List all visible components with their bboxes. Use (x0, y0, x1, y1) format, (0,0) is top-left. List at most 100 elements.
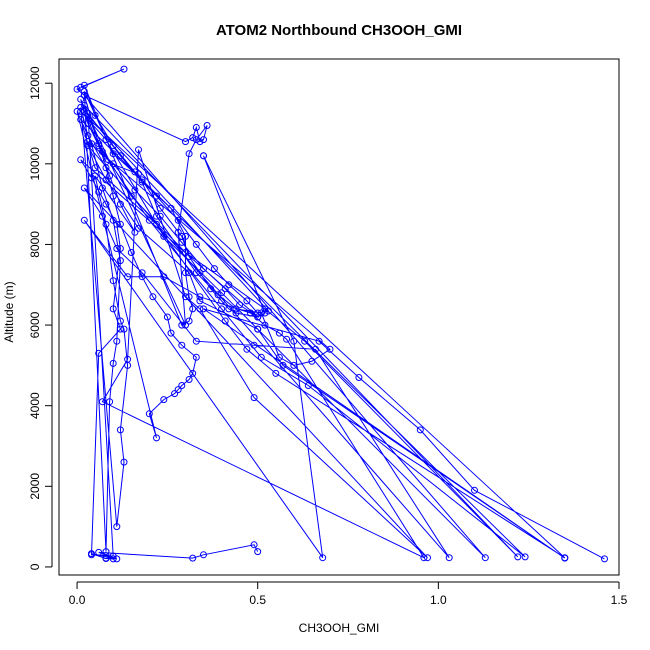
data-point (203, 122, 211, 129)
data-point (185, 376, 193, 383)
data-point (145, 216, 153, 224)
data-point (138, 176, 146, 184)
data-point (196, 293, 204, 301)
data-point (113, 245, 121, 252)
data-point (221, 317, 229, 325)
data-point (185, 317, 193, 325)
data-point (290, 337, 298, 345)
data-point (98, 184, 106, 192)
data-point (312, 345, 319, 353)
data-point (102, 158, 110, 166)
data-point (189, 554, 197, 562)
data-point (192, 240, 200, 248)
data-point (156, 212, 164, 220)
x-tick-label: 0.5 (249, 593, 266, 607)
y-tick-label: 4000 (28, 392, 42, 419)
data-point (138, 273, 146, 281)
data-point (196, 297, 204, 305)
data-point (261, 321, 269, 329)
data-point (200, 152, 207, 160)
data-point (561, 554, 569, 562)
data-point (84, 120, 92, 127)
data-point (106, 172, 114, 180)
data-point (116, 200, 124, 208)
data-point (192, 337, 200, 345)
data-point (77, 83, 85, 91)
data-point (601, 555, 608, 563)
data-point (189, 305, 197, 313)
data-point (84, 109, 92, 117)
data-point (254, 309, 262, 317)
data-point (113, 220, 121, 228)
data-point (254, 548, 262, 556)
data-point (167, 329, 175, 337)
series-group (73, 65, 608, 563)
data-point (481, 554, 489, 562)
data-point (279, 361, 287, 369)
data-point (185, 269, 193, 277)
data-point (95, 349, 103, 357)
data-point (77, 103, 85, 111)
data-point (135, 224, 142, 232)
data-point (102, 136, 110, 144)
data-point (113, 523, 121, 531)
data-point (116, 426, 124, 434)
data-point (80, 81, 88, 89)
data-point (88, 140, 95, 148)
data-point (120, 458, 128, 466)
data-point (135, 146, 142, 154)
data-point (95, 140, 103, 148)
data-point (185, 293, 193, 301)
data-point (77, 156, 85, 164)
data-point (326, 345, 334, 353)
series-line (76, 68, 605, 560)
data-point (113, 337, 121, 345)
x-tick-label: 1.0 (430, 593, 447, 607)
data-point (149, 293, 157, 301)
data-point (77, 107, 85, 115)
data-point (424, 554, 431, 562)
data-point (471, 486, 478, 494)
data-point (304, 382, 312, 389)
data-point (91, 172, 99, 180)
data-point (257, 353, 265, 361)
data-point (174, 216, 182, 224)
y-axis-label: Altitude (m) (2, 281, 16, 342)
data-point (80, 184, 88, 192)
data-point (236, 301, 244, 309)
data-point (275, 353, 283, 361)
data-point (225, 305, 233, 313)
data-point (163, 313, 171, 321)
data-point (109, 216, 117, 224)
data-point (109, 555, 117, 563)
data-point (95, 142, 103, 150)
data-point (283, 335, 291, 343)
data-point (171, 390, 179, 398)
data-point (182, 249, 189, 256)
data-point (156, 204, 164, 212)
data-point (131, 168, 139, 176)
data-point (109, 359, 117, 367)
series-2 (88, 541, 262, 563)
data-point (196, 305, 204, 313)
data-point (109, 277, 117, 285)
data-point (261, 309, 269, 317)
data-point (355, 374, 363, 381)
y-tick-label: 2000 (28, 473, 42, 500)
data-point (182, 321, 189, 329)
data-point (416, 426, 424, 434)
x-tick-label: 1.5 (611, 593, 628, 607)
data-point (98, 148, 106, 156)
data-point (174, 228, 182, 236)
data-point (185, 150, 193, 158)
data-point (135, 170, 142, 178)
y-tick-label: 8000 (28, 231, 42, 258)
data-point (192, 269, 200, 277)
data-point (116, 317, 124, 325)
data-point (167, 204, 175, 212)
data-point (196, 138, 204, 146)
data-point (182, 138, 189, 146)
data-point (178, 321, 186, 329)
data-point (218, 289, 226, 297)
